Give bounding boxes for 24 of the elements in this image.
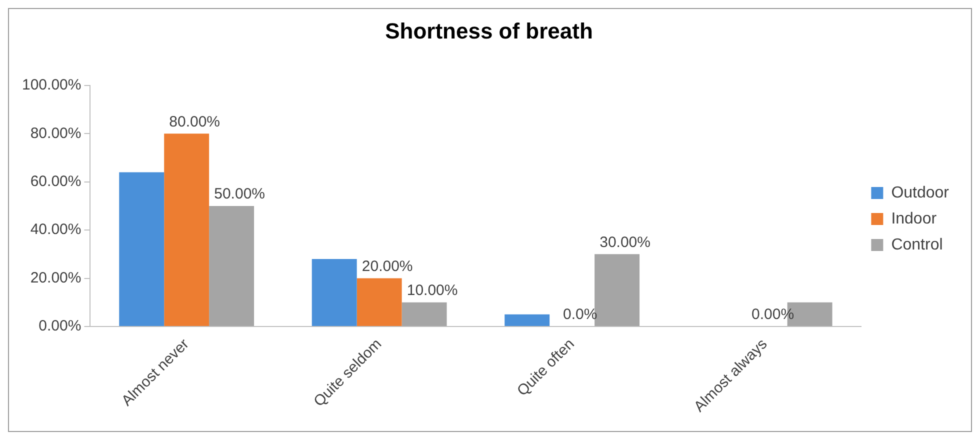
chart-title: Shortness of breath — [385, 18, 593, 44]
data-label: 30.00% — [600, 234, 650, 251]
bar — [356, 278, 402, 326]
legend-label: Outdoor — [891, 184, 950, 202]
bar — [164, 134, 210, 326]
bar — [504, 314, 550, 326]
legend-label: Indoor — [891, 210, 938, 228]
data-label: 80.00% — [169, 113, 220, 130]
y-tick-label: 80.00% — [30, 124, 82, 142]
bar — [119, 172, 164, 326]
data-label: 20.00% — [362, 258, 413, 275]
y-tick-label: 60.00% — [30, 172, 82, 190]
y-tick-label: 100.00% — [22, 76, 82, 94]
data-label: 0.0% — [562, 306, 598, 324]
data-label: 10.00% — [406, 282, 458, 300]
bar — [312, 258, 357, 326]
bar — [402, 302, 447, 326]
legend-label: Control — [891, 236, 943, 254]
y-tick-label: 20.00% — [30, 269, 82, 286]
data-label: 50.00% — [214, 186, 265, 203]
y-tick-label: 40.00% — [30, 221, 82, 238]
data-label: 0.00% — [752, 306, 794, 324]
bar — [209, 206, 254, 326]
y-tick-label: 0.00% — [38, 318, 82, 335]
